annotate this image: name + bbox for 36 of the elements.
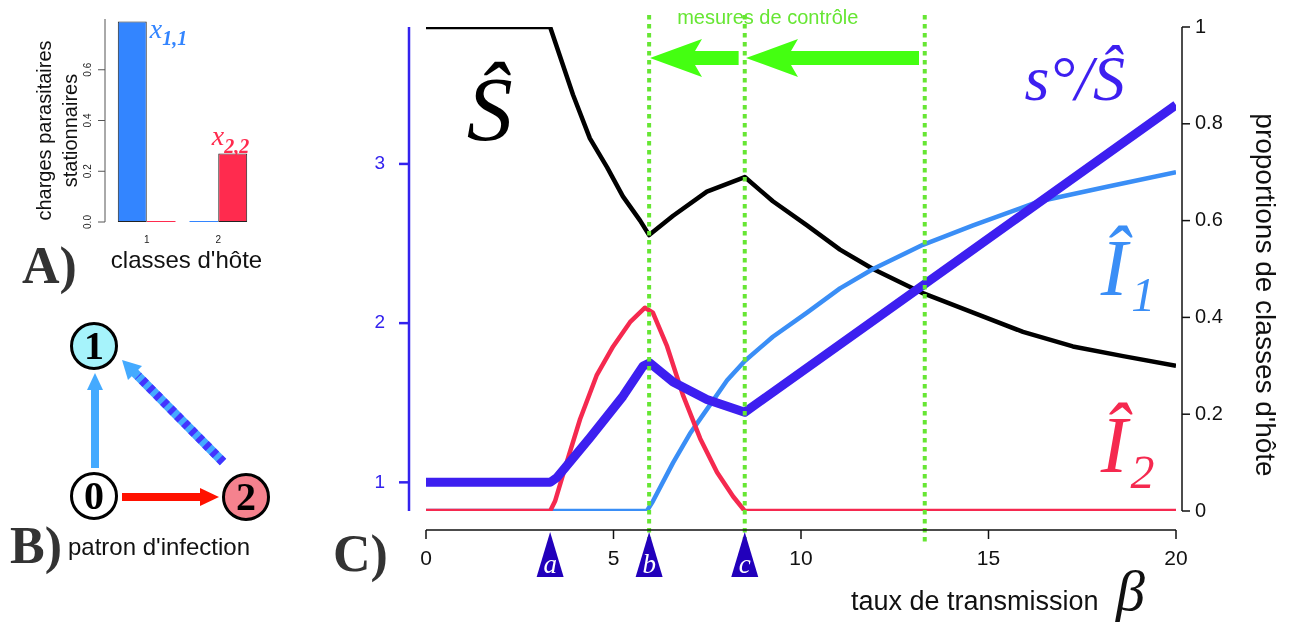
y-tick-label: 0.2	[81, 163, 93, 179]
node: 0	[70, 472, 118, 520]
x-tick-label: 15	[976, 546, 1001, 570]
annotation: mesures de contrôle	[677, 6, 859, 28]
text: A)	[22, 237, 77, 294]
x-tick-label: 10	[789, 546, 813, 570]
series-label: Ŝ	[466, 57, 513, 160]
series-label: Î₂	[1099, 400, 1156, 489]
y-tick-label: 1	[1195, 14, 1207, 37]
y-axis-title: charges parasitaires stationnaires	[32, 40, 81, 221]
y-tick-label: 0	[1195, 498, 1207, 521]
y-tick-label: 0.2	[1195, 401, 1223, 424]
text: patron d'infection	[68, 533, 251, 561]
node: 1	[70, 322, 118, 370]
y-axis-title: proportions de classes d'hôte	[1250, 113, 1282, 477]
series-label: Î₁	[1099, 224, 1156, 313]
y2-tick-label: 3	[374, 152, 385, 174]
annotation: b	[642, 549, 656, 579]
x-tick-label: 20	[1164, 546, 1188, 570]
y-tick-label: 0.0	[81, 214, 93, 229]
annotation: c	[738, 549, 751, 579]
annotation: a	[543, 549, 557, 579]
x-tick-label: 0	[420, 546, 432, 570]
y2-tick-label: 2	[374, 311, 385, 333]
y-tick-label: 0.6	[1195, 208, 1223, 231]
y-tick-label: 0.6	[81, 62, 93, 77]
node: 2	[222, 473, 270, 521]
y-tick-label: 0.4	[1195, 304, 1223, 327]
y2-tick-label: 1	[374, 470, 385, 492]
y-tick-label: 0.4	[81, 113, 93, 128]
x-tick-label: 5	[607, 546, 620, 570]
text: B)	[10, 517, 62, 574]
text: C)	[333, 525, 388, 582]
series-label: s°/Ŝ	[1024, 43, 1125, 115]
y-tick-label: 0.8	[1195, 111, 1223, 134]
x-axis-title: classes d'hôte	[110, 246, 263, 273]
